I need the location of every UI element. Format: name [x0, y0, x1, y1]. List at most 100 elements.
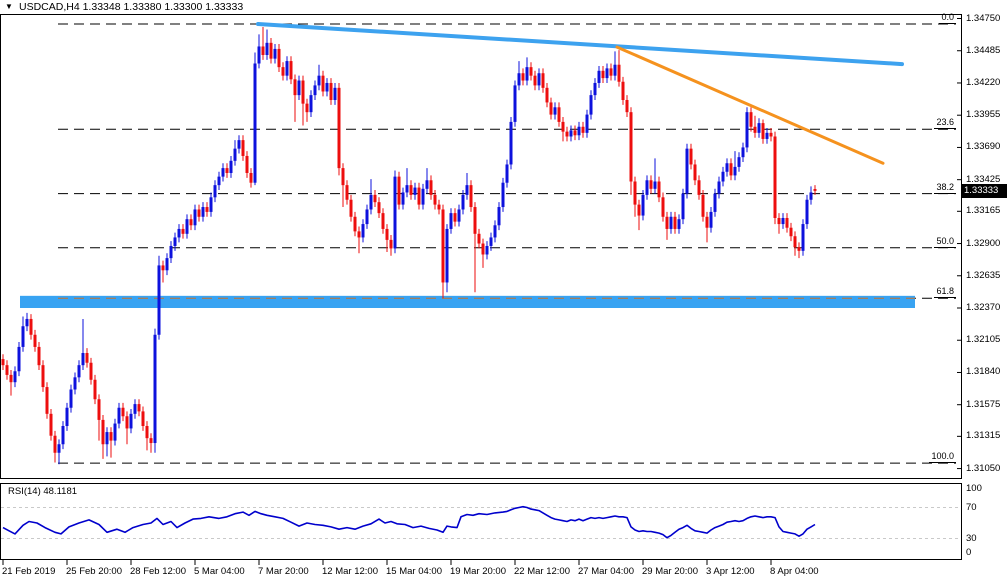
candle	[313, 85, 317, 96]
candle	[333, 87, 337, 100]
candle	[529, 67, 533, 76]
candle	[193, 209, 197, 226]
candle	[677, 219, 681, 229]
candle	[509, 121, 513, 165]
candle	[777, 217, 781, 225]
candle	[761, 123, 765, 139]
candle	[605, 68, 609, 79]
candle	[753, 126, 757, 133]
candle	[577, 126, 581, 136]
candle	[9, 374, 13, 383]
chart-title: USDCAD,H4 1.33348 1.33380 1.33300 1.3333…	[19, 1, 244, 13]
candle	[629, 112, 633, 182]
candle	[685, 148, 689, 194]
rsi-line[interactable]	[2, 505, 816, 539]
candle	[697, 180, 701, 195]
candle	[413, 187, 417, 195]
candle	[81, 353, 85, 366]
candle	[513, 85, 517, 122]
candle	[5, 365, 9, 375]
blue-trendline[interactable]	[256, 21, 904, 67]
candle	[505, 164, 509, 183]
candle	[613, 64, 617, 76]
price-axis[interactable]	[962, 14, 1007, 479]
candle	[733, 166, 737, 176]
candle	[789, 227, 793, 237]
candle	[297, 80, 301, 96]
symbol-dropdown-icon[interactable]: ▼	[5, 2, 13, 11]
candle	[197, 209, 201, 217]
candle	[241, 140, 245, 156]
candle	[97, 399, 101, 420]
candle	[353, 216, 357, 232]
candle	[705, 216, 709, 228]
candle	[181, 228, 185, 234]
candle	[173, 237, 177, 246]
price-axis-label: 1.34750	[966, 12, 1001, 24]
candle	[165, 258, 169, 271]
candle	[105, 432, 109, 445]
candle	[29, 318, 33, 335]
candle	[449, 213, 453, 229]
candle	[209, 197, 213, 212]
candle	[37, 346, 41, 366]
candle	[809, 192, 813, 200]
candle	[273, 48, 277, 59]
candle	[673, 216, 677, 229]
price-axis-label: 1.31575	[966, 398, 1001, 410]
rsi-level-label: 0	[966, 547, 972, 558]
candle	[345, 185, 349, 200]
time-axis-label: 8 Apr 04:00	[770, 566, 819, 577]
time-axis[interactable]	[0, 560, 962, 584]
candle	[813, 189, 817, 191]
time-axis-label: 7 Mar 20:00	[258, 566, 309, 577]
candle	[121, 407, 125, 417]
candle	[553, 107, 557, 115]
candle	[13, 371, 17, 383]
candle	[49, 413, 53, 436]
time-axis-label: 3 Apr 12:00	[706, 566, 755, 577]
current-price-badge: 1.33333	[961, 183, 1007, 198]
candle	[157, 265, 161, 335]
candle	[641, 194, 645, 216]
candle	[541, 73, 545, 88]
candle	[117, 407, 121, 424]
support-zone-band[interactable]	[20, 295, 915, 309]
candle	[709, 211, 713, 228]
candle	[457, 209, 461, 222]
candle	[213, 185, 217, 198]
candle	[257, 46, 261, 64]
time-axis-label: 15 Mar 04:00	[386, 566, 442, 577]
candle	[521, 73, 525, 81]
orange-trendline[interactable]	[615, 45, 885, 165]
candle	[189, 219, 193, 226]
candle	[361, 224, 365, 238]
rsi-level-label: 30	[966, 532, 977, 544]
candle	[621, 81, 625, 100]
main-price-pane	[0, 14, 962, 479]
candle	[149, 438, 153, 444]
candle	[89, 362, 93, 380]
candle	[389, 239, 393, 249]
candle	[429, 180, 433, 195]
candle	[285, 61, 289, 76]
candle	[377, 202, 381, 214]
price-axis-label: 1.34485	[966, 44, 1001, 56]
candle	[537, 73, 541, 86]
candle	[757, 123, 761, 133]
candle	[169, 245, 173, 259]
fib-level-label: 23.6	[934, 117, 956, 130]
price-axis-label: 1.33425	[966, 173, 1001, 185]
candle	[693, 164, 697, 181]
candle	[517, 73, 521, 86]
candle	[349, 199, 353, 217]
candle	[445, 228, 449, 283]
candle	[609, 68, 613, 76]
candle	[637, 204, 641, 216]
candle	[25, 318, 29, 327]
price-axis-label: 1.34220	[966, 76, 1001, 88]
candle	[465, 185, 469, 195]
candle	[441, 209, 445, 283]
candle	[249, 172, 253, 183]
